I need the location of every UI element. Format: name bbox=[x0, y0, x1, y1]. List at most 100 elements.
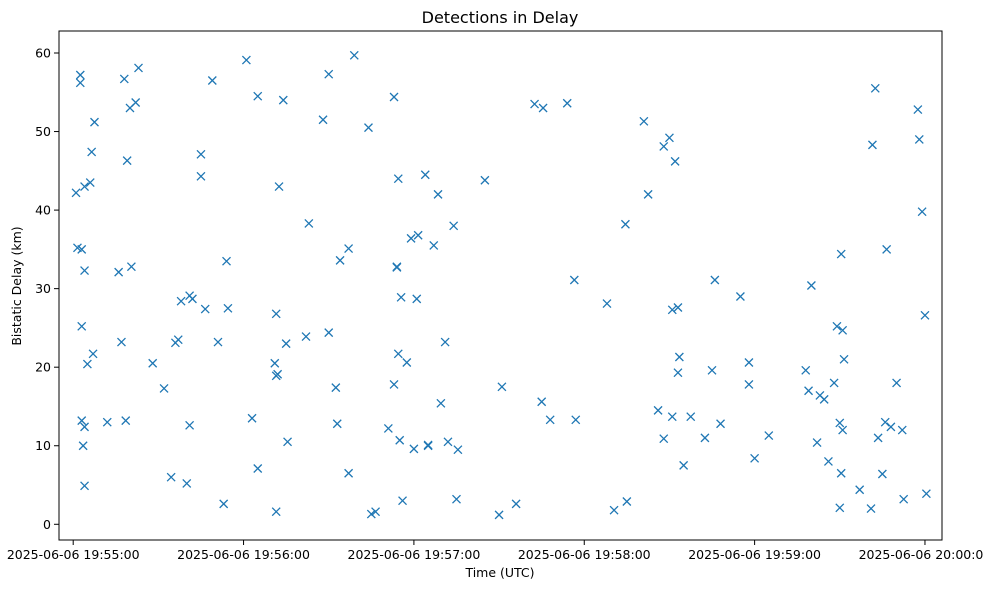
x-axis-ticks: 2025-06-06 19:55:00 2025-06-06 19:56:00 20… bbox=[7, 540, 984, 562]
data-point bbox=[406, 233, 416, 243]
data-point bbox=[643, 189, 653, 199]
data-point bbox=[829, 378, 839, 388]
data-point bbox=[392, 262, 402, 272]
x-tick-label: 2025-06-06 19:56:00 bbox=[177, 547, 310, 562]
y-axis-ticks: 0 10 20 30 40 50 60 bbox=[35, 45, 59, 532]
data-point bbox=[332, 419, 342, 429]
data-point bbox=[670, 156, 680, 166]
data-point bbox=[710, 275, 720, 285]
data-point bbox=[187, 294, 197, 304]
data-point bbox=[913, 105, 923, 115]
data-point bbox=[744, 358, 754, 367]
data-point bbox=[349, 50, 359, 60]
data-point bbox=[735, 292, 745, 301]
data-point bbox=[77, 244, 87, 254]
data-point bbox=[497, 382, 507, 392]
data-point bbox=[85, 178, 95, 188]
data-point bbox=[835, 503, 845, 513]
data-point bbox=[87, 147, 97, 157]
data-point bbox=[274, 182, 284, 191]
data-point bbox=[273, 369, 283, 379]
data-point bbox=[609, 505, 619, 515]
y-tick-label: 40 bbox=[35, 203, 51, 218]
data-point bbox=[75, 78, 85, 88]
data-point bbox=[80, 481, 90, 491]
data-point bbox=[241, 55, 251, 65]
data-point bbox=[278, 95, 288, 105]
data-point bbox=[838, 425, 848, 435]
data-point bbox=[917, 207, 927, 217]
data-point bbox=[674, 352, 684, 362]
data-point bbox=[222, 256, 231, 266]
data-point bbox=[148, 358, 158, 368]
data-point bbox=[823, 456, 833, 466]
data-point bbox=[673, 303, 683, 312]
data-point bbox=[873, 433, 883, 443]
data-point bbox=[331, 383, 341, 393]
data-point bbox=[433, 189, 443, 199]
data-point bbox=[716, 419, 725, 429]
data-point bbox=[396, 292, 406, 302]
data-point bbox=[247, 413, 257, 423]
data-point bbox=[899, 494, 909, 504]
data-point bbox=[318, 115, 328, 125]
data-point bbox=[866, 504, 876, 514]
data-point bbox=[82, 359, 92, 369]
data-point bbox=[880, 417, 890, 427]
data-point bbox=[494, 510, 504, 520]
data-point bbox=[117, 337, 126, 347]
data-point bbox=[196, 171, 206, 181]
x-axis-label: Time (UTC) bbox=[464, 565, 534, 580]
data-point bbox=[602, 299, 612, 309]
data-point bbox=[344, 244, 354, 254]
data-point bbox=[71, 188, 81, 198]
data-point bbox=[480, 175, 490, 185]
data-point bbox=[764, 431, 774, 440]
data-point bbox=[659, 142, 669, 151]
data-point bbox=[253, 91, 263, 101]
data-point bbox=[429, 240, 439, 250]
data-point bbox=[389, 92, 399, 102]
data-point bbox=[78, 441, 88, 451]
y-tick-label: 60 bbox=[35, 45, 51, 60]
data-point bbox=[301, 332, 311, 342]
data-point bbox=[173, 335, 183, 345]
data-point bbox=[679, 460, 689, 470]
data-point bbox=[812, 438, 822, 448]
x-tick-label: 2025-06-06 19:59:00 bbox=[688, 547, 821, 562]
data-point bbox=[921, 489, 931, 499]
data-point bbox=[281, 339, 291, 349]
data-point bbox=[452, 494, 461, 504]
data-point bbox=[707, 365, 717, 375]
data-point bbox=[453, 445, 463, 455]
data-point bbox=[402, 358, 412, 367]
data-point bbox=[914, 134, 924, 144]
data-point bbox=[223, 303, 233, 313]
data-point bbox=[700, 433, 710, 443]
data-point bbox=[344, 468, 354, 478]
data-point bbox=[835, 418, 845, 428]
data-point bbox=[686, 412, 696, 422]
data-point bbox=[271, 507, 281, 517]
data-point bbox=[253, 464, 263, 473]
data-point bbox=[219, 499, 229, 509]
data-point bbox=[134, 63, 143, 73]
data-point bbox=[364, 123, 373, 133]
data-point bbox=[393, 349, 403, 359]
data-point bbox=[80, 182, 90, 191]
data-point bbox=[182, 478, 192, 488]
data-point bbox=[102, 417, 112, 427]
data-point bbox=[545, 415, 555, 425]
data-point bbox=[114, 267, 124, 277]
plot-area-frame bbox=[58, 30, 943, 541]
data-point bbox=[836, 468, 846, 478]
data-point bbox=[839, 354, 849, 364]
data-point bbox=[855, 485, 865, 495]
data-point bbox=[443, 437, 453, 447]
data-point bbox=[420, 170, 430, 180]
data-point bbox=[801, 365, 811, 375]
data-point bbox=[270, 358, 280, 368]
data-point bbox=[119, 74, 129, 84]
